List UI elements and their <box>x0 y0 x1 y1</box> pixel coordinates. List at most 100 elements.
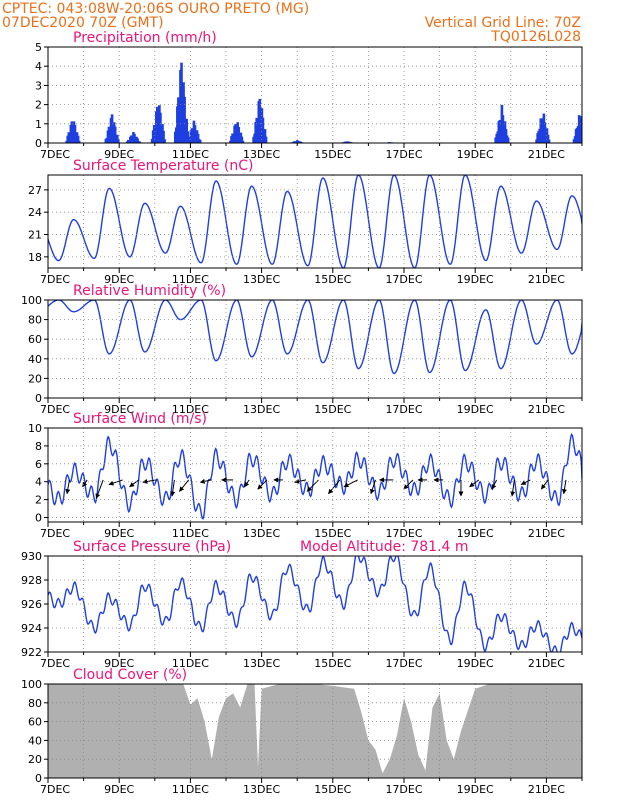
wind-arrow <box>199 478 212 484</box>
ytick-label: 80 <box>28 697 42 710</box>
xtick-label: 13DEC <box>243 527 280 540</box>
xtick-label: 9DEC <box>104 527 134 540</box>
series-line <box>48 300 582 375</box>
precip-bar <box>162 130 165 143</box>
wind-arrow <box>561 479 567 495</box>
ytick-label: 20 <box>28 372 42 385</box>
xtick-label: 19DEC <box>457 148 494 161</box>
wind-arrow <box>343 479 358 488</box>
precip-bar <box>196 134 200 143</box>
xtick-label: 7DEC <box>40 657 70 670</box>
xtick-label: 7DEC <box>40 403 70 416</box>
xtick-label: 9DEC <box>104 148 134 161</box>
xtick-label: 21DEC <box>528 783 565 796</box>
ytick-label: 0 <box>35 512 42 525</box>
xtick-label: 21DEC <box>528 527 565 540</box>
plot-frame <box>47 683 583 779</box>
wind-arrow <box>491 479 498 490</box>
precip-bar <box>506 137 510 143</box>
ytick-label: 922 <box>21 646 42 659</box>
panels: 0 1 2 3 4 5 7DEC 9DEC 11DEC 13DEC 15DEC 17DEC 19DEC 2… <box>21 30 588 796</box>
panel-1: 18 21 24 27 7DEC 9DEC 11DEC 13DEC 15DEC 17DEC 19DE… <box>28 158 583 286</box>
ytick-label: 2 <box>35 494 42 507</box>
wind-arrow <box>170 479 176 497</box>
xtick-label: 15DEC <box>314 148 351 161</box>
header-model: TQ0126L028 <box>490 29 581 45</box>
xtick-label: 21DEC <box>528 657 565 670</box>
ytick-label: 24 <box>28 206 42 219</box>
wind-arrow <box>142 479 157 484</box>
ytick-label: 3 <box>35 79 42 92</box>
precip-bar <box>117 138 120 143</box>
series-line <box>48 432 582 520</box>
xtick-label: 7DEC <box>40 273 70 286</box>
precip-bar <box>585 139 588 143</box>
xtick-label: 19DEC <box>457 273 494 286</box>
wind-arrow <box>520 479 531 485</box>
plot-frame <box>47 174 583 269</box>
precip-bar <box>580 119 582 143</box>
ytick-label: 60 <box>28 716 42 729</box>
panel-title: Cloud Cover (%) <box>73 667 187 683</box>
precip-bar <box>264 136 268 143</box>
wind-arrow <box>244 479 250 488</box>
xtick-label: 9DEC <box>104 657 134 670</box>
precip-bar <box>138 141 141 143</box>
ytick-label: 10 <box>28 422 42 435</box>
precip-bar <box>163 139 166 143</box>
xtick-label: 7DEC <box>40 148 70 161</box>
wind-arrow <box>369 479 376 495</box>
header-grid-info: Vertical Grid Line: 70Z <box>425 15 581 31</box>
wind-arrow <box>328 479 341 495</box>
precip-bar <box>583 133 586 143</box>
grid <box>48 299 582 399</box>
xtick-label: 17DEC <box>385 148 422 161</box>
xtick-label: 21DEC <box>528 403 565 416</box>
wind-arrow <box>510 479 516 497</box>
panel-annotation: Model Altitude: 781.4 m <box>300 539 469 555</box>
panel-0: 0 1 2 3 4 5 7DEC 9DEC 11DEC 13DEC 15DEC 17DEC 19DEC 2… <box>35 30 588 161</box>
plot-frame <box>47 299 583 399</box>
xtick-label: 19DEC <box>457 657 494 670</box>
panel-title: Relative Humidity (%) <box>73 283 226 299</box>
precip-bar <box>136 138 139 143</box>
cloud-area <box>48 684 582 778</box>
ytick-label: 100 <box>21 294 42 307</box>
ytick-label: 5 <box>35 41 42 54</box>
wind-arrow <box>469 479 480 488</box>
panel-title: Surface Pressure (hPa) <box>73 539 231 555</box>
xtick-label: 13DEC <box>243 783 280 796</box>
xtick-label: 11DEC <box>172 783 209 796</box>
ytick-label: 40 <box>28 353 42 366</box>
xtick-label: 11DEC <box>172 403 209 416</box>
panel-title: Surface Temperature (nC) <box>73 158 254 174</box>
xtick-label: 9DEC <box>104 783 134 796</box>
precip-bar <box>198 139 202 143</box>
precip-bar <box>185 118 188 143</box>
wind-arrow <box>257 479 268 490</box>
panel-4: 922 924 926 928 930 7DEC 9DEC 11DEC 13DEC 15DEC 17… <box>21 539 583 670</box>
series-group <box>48 556 582 652</box>
panel-3: 0 2 4 6 8 10 7DEC 9DEC 11DEC 13DEC 15DEC 17DEC 19DEC… <box>28 411 583 540</box>
ytick-label: 40 <box>28 734 42 747</box>
panel-title: Surface Wind (m/s) <box>73 411 207 427</box>
xtick-label: 11DEC <box>172 273 209 286</box>
wind-arrow <box>540 479 549 490</box>
xtick-label: 7DEC <box>40 783 70 796</box>
ytick-label: 0 <box>35 137 42 150</box>
ytick-label: 924 <box>21 622 42 635</box>
ytick-label: 926 <box>21 598 42 611</box>
ytick-label: 4 <box>35 60 42 73</box>
precip-bar <box>579 122 582 143</box>
precip-bar <box>113 126 117 143</box>
xtick-label: 17DEC <box>385 403 422 416</box>
header-run: 07DEC2020 70Z (GMT) <box>2 15 164 31</box>
xtick-label: 21DEC <box>528 273 565 286</box>
series-group <box>65 62 588 143</box>
series-line <box>48 175 582 268</box>
wind-arrow <box>65 479 71 495</box>
xtick-label: 19DEC <box>457 403 494 416</box>
xtick-label: 19DEC <box>457 783 494 796</box>
precip-bar <box>584 134 587 143</box>
xtick-label: 11DEC <box>172 148 209 161</box>
